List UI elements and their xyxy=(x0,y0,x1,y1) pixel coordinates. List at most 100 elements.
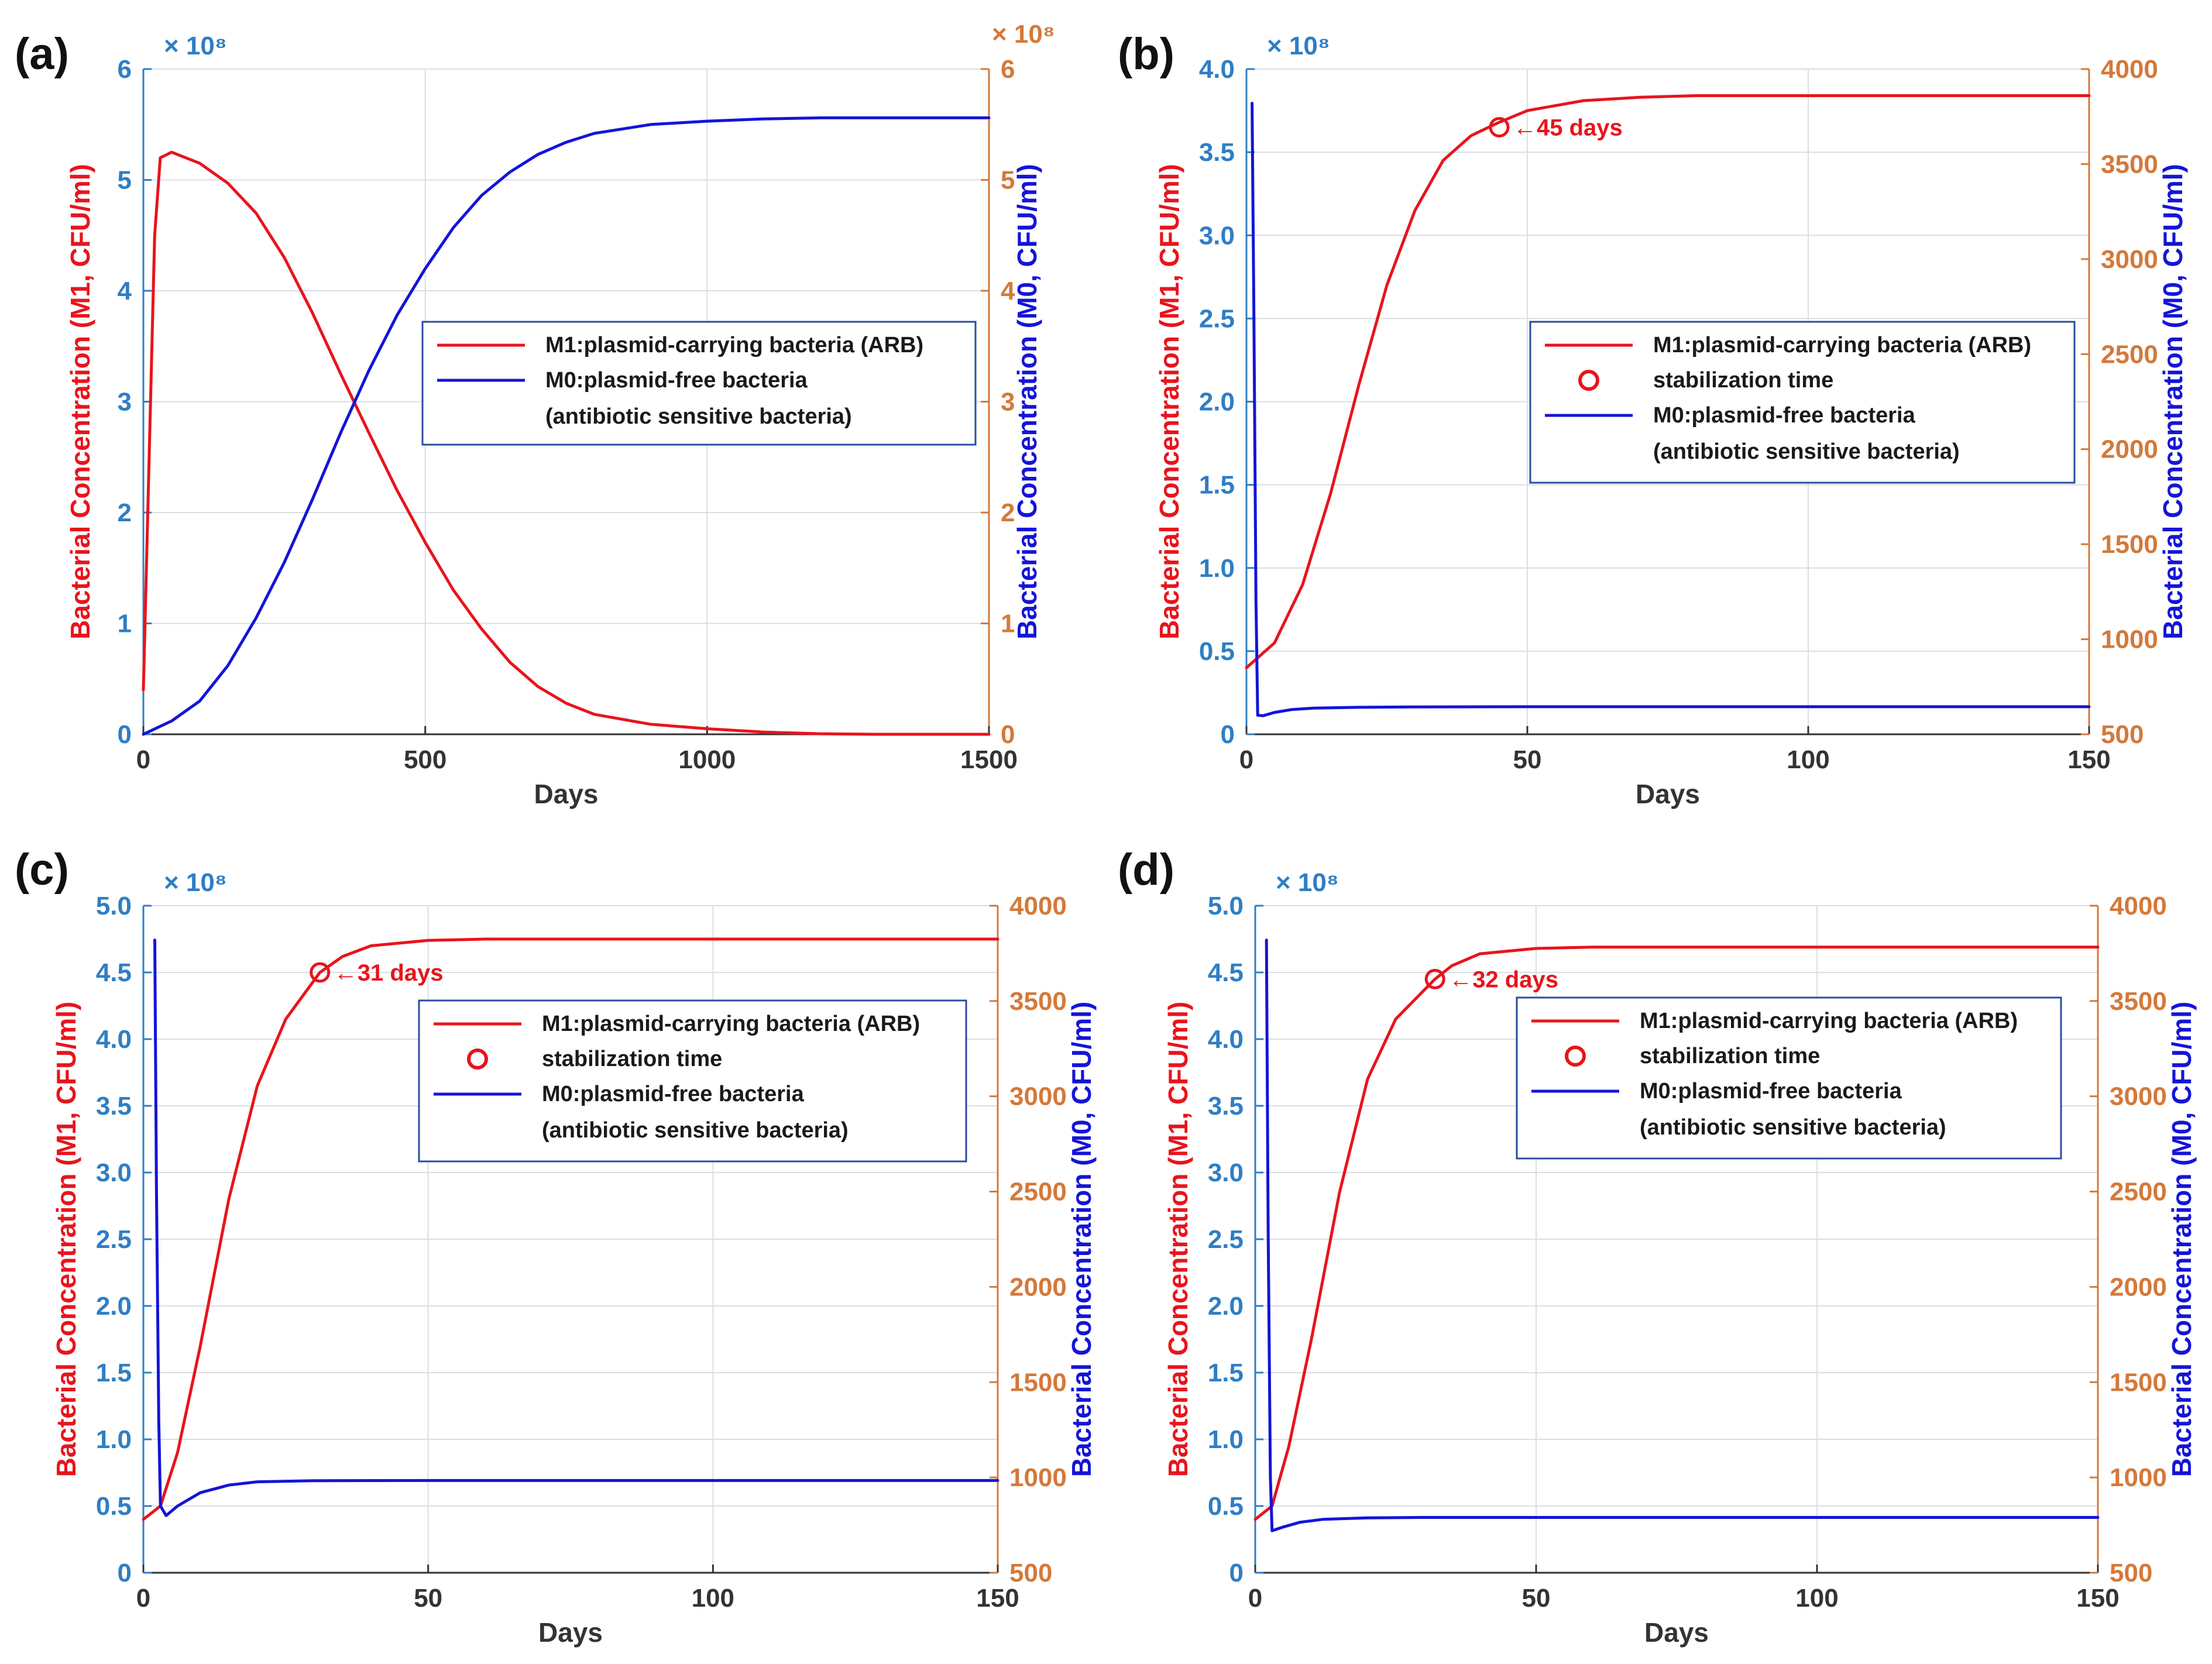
y-right-tick-label: 1 xyxy=(1001,610,1015,638)
y-right-tick-label: 3 xyxy=(1001,388,1015,417)
series-line-m1 xyxy=(142,937,999,1521)
y-left-tick-label: 3.0 xyxy=(96,1158,132,1187)
series-line-m1 xyxy=(1253,946,2100,1521)
y-right-axis-label: Bacterial Concentration (M0, CFU/ml) xyxy=(1066,1002,1097,1477)
series-line-m0 xyxy=(142,116,991,736)
y-left-tick-label: 4 xyxy=(118,277,132,305)
y-left-tick-label: 0 xyxy=(118,1559,132,1587)
legend-box xyxy=(421,321,977,446)
chart-panel-c: 0 50 100 150 Days 0 0.5 1.0 1.5 2.0 2.5 3.0 3.5 4.0 4.… xyxy=(15,845,1097,1648)
y-left-tick-label: 1.5 xyxy=(1208,1359,1244,1387)
legend: M1:plasmid-carrying bacteria (ARB) stabil… xyxy=(1516,996,2062,1160)
stabilization-annotation: ←31 days xyxy=(334,960,444,986)
y-left-tick-label: 1.0 xyxy=(1208,1425,1244,1454)
y-left-tick-label: 1.0 xyxy=(96,1425,132,1454)
y-left-tick-label: 1.0 xyxy=(1199,554,1235,583)
y-left-tick-label: 3.5 xyxy=(1208,1092,1244,1120)
legend-label: M0:plasmid-free bacteria xyxy=(1653,403,1916,428)
y-right-axis-label: Bacterial Concentration (M0, CFU/ml) xyxy=(2166,1002,2197,1477)
y-left-axis-label: Bacterial Concentration (M1, CFU/ml) xyxy=(51,1002,81,1477)
y-left-tick-label: 5.0 xyxy=(96,892,132,920)
legend-label: (antibiotic sensitive bacteria) xyxy=(1640,1115,1946,1140)
y-left-tick-label: 0 xyxy=(118,720,132,749)
y-right-tick-label: 4000 xyxy=(1009,892,1067,920)
x-tick-label: 0 xyxy=(1239,745,1253,774)
y-right-tick-label: 3000 xyxy=(1009,1082,1067,1111)
y-left-tick-label: 2.0 xyxy=(1199,388,1235,417)
legend-label: M1:plasmid-carrying bacteria (ARB) xyxy=(1653,333,2031,357)
chart-panel-d: 0 50 100 150 Days 0 0.5 1.0 1.5 2.0 2.5 3.0 3.5 4.0 4.… xyxy=(1118,845,2197,1648)
x-axis-label: Days xyxy=(1636,779,1700,809)
x-tick-label: 150 xyxy=(2067,745,2110,774)
panel-label: (d) xyxy=(1118,845,1174,895)
y-left-tick-label: 3.5 xyxy=(96,1092,132,1120)
legend-label: M0:plasmid-free bacteria xyxy=(545,368,808,393)
y-right-tick-label: 500 xyxy=(1009,1559,1052,1587)
legend-label: M0:plasmid-free bacteria xyxy=(542,1082,805,1106)
legend-label: (antibiotic sensitive bacteria) xyxy=(542,1118,849,1143)
stabilization-marker xyxy=(1424,968,1445,989)
legend-marker-swatch xyxy=(1578,370,1599,391)
legend-label: stabilization time xyxy=(1653,368,1833,393)
legend-box xyxy=(1529,321,2076,484)
y-left-tick-label: 3.0 xyxy=(1199,221,1235,250)
y-left-tick-label: 0 xyxy=(1229,1559,1244,1587)
legend: M1:plasmid-carrying bacteria (ARB) M0:pla… xyxy=(421,321,977,446)
y-right-tick-label: 1500 xyxy=(2101,530,2158,559)
y-right-tick-label: 2 xyxy=(1001,498,1015,527)
legend: M1:plasmid-carrying bacteria (ARB) stabil… xyxy=(418,999,967,1163)
x-tick-label: 50 xyxy=(1522,1584,1551,1613)
x-tick-label: 100 xyxy=(1795,1584,1838,1613)
y-left-tick-label: 0 xyxy=(1221,720,1235,749)
legend-marker-swatch xyxy=(1565,1046,1586,1067)
x-tick-label: 0 xyxy=(136,745,150,774)
y-right-axis-label: Bacterial Concentration (M0, CFU/ml) xyxy=(1012,164,1042,640)
y-right-tick-label: 2500 xyxy=(2101,340,2158,369)
chart-panel-b: 0 50 100 150 Days 0 0.5 1.0 1.5 2.0 2.5 3.0 3.5 4.0 50… xyxy=(1118,29,2188,809)
y-right-tick-label: 500 xyxy=(2110,1559,2152,1587)
series-line-m1 xyxy=(142,150,991,736)
y-left-tick-label: 2.5 xyxy=(1199,304,1235,333)
y-left-tick-label: 0.5 xyxy=(1199,637,1235,666)
legend-label: (antibiotic sensitive bacteria) xyxy=(545,404,852,429)
series-line-m1 xyxy=(1245,94,2091,669)
x-tick-label: 100 xyxy=(692,1584,734,1613)
y-left-tick-label: 2.5 xyxy=(1208,1225,1244,1254)
panel-label: (c) xyxy=(15,845,69,895)
y-left-multiplier: × 10⁸ xyxy=(1267,32,1330,60)
y-right-tick-label: 3500 xyxy=(2110,987,2167,1016)
y-left-tick-label: 0.5 xyxy=(96,1492,132,1521)
legend-label: M1:plasmid-carrying bacteria (ARB) xyxy=(1640,1009,2018,1033)
y-left-tick-label: 4.0 xyxy=(1208,1025,1244,1054)
y-left-multiplier: × 10⁸ xyxy=(164,32,227,60)
legend-label: M1:plasmid-carrying bacteria (ARB) xyxy=(545,333,923,357)
y-right-tick-label: 1000 xyxy=(1009,1463,1067,1492)
y-right-multiplier: × 10⁸ xyxy=(992,20,1055,49)
y-right-tick-label: 4000 xyxy=(2110,892,2167,920)
y-left-tick-label: 2 xyxy=(118,498,132,527)
y-left-tick-label: 1.5 xyxy=(1199,471,1235,500)
series-line-m0 xyxy=(1251,102,2091,717)
y-left-axis-label: Bacterial Concentration (M1, CFU/ml) xyxy=(65,164,95,640)
y-right-tick-label: 3500 xyxy=(2101,150,2158,178)
y-right-tick-label: 2000 xyxy=(2101,435,2158,464)
y-right-tick-label: 2000 xyxy=(1009,1273,1067,1301)
y-right-tick-label: 2500 xyxy=(1009,1178,1067,1206)
x-axis-label: Days xyxy=(1644,1617,1709,1648)
y-left-tick-label: 4.0 xyxy=(1199,55,1235,84)
legend-box xyxy=(1516,996,2062,1160)
panel-label: (a) xyxy=(15,29,69,79)
y-left-tick-label: 3.5 xyxy=(1199,138,1235,167)
y-right-tick-label: 6 xyxy=(1001,55,1015,84)
y-right-tick-label: 4000 xyxy=(2101,55,2158,84)
x-tick-label: 0 xyxy=(1248,1584,1262,1613)
legend: M1:plasmid-carrying bacteria (ARB) stabil… xyxy=(1529,321,2076,484)
legend-label: M1:plasmid-carrying bacteria (ARB) xyxy=(542,1012,920,1036)
legend-label: stabilization time xyxy=(542,1047,722,1071)
x-tick-label: 150 xyxy=(976,1584,1019,1613)
y-left-tick-label: 4.5 xyxy=(96,958,132,987)
series-line-m0 xyxy=(153,938,999,1517)
y-left-tick-label: 4.0 xyxy=(96,1025,132,1054)
y-right-tick-label: 0 xyxy=(1001,720,1015,749)
